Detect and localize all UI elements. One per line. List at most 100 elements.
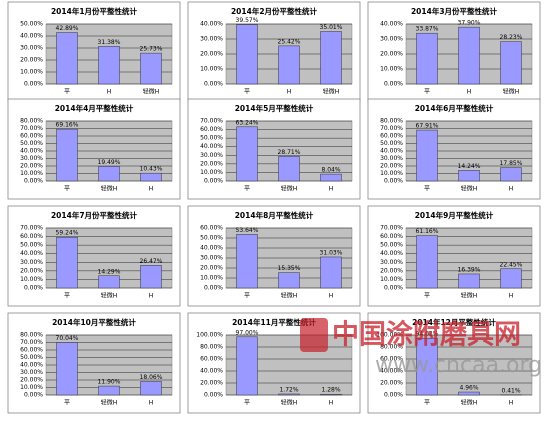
y-tick-label: 0.00%: [204, 285, 223, 292]
x-tick-label: 平: [64, 89, 70, 96]
x-tick-label: H: [467, 89, 472, 96]
chart-title: 2014年9月平整性统计: [415, 210, 494, 220]
value-label: 42.89%: [56, 25, 79, 32]
y-tick-label: 0.00%: [204, 81, 223, 88]
y-tick-label: 40.00%: [380, 250, 403, 257]
value-label: 22.45%: [500, 261, 523, 268]
y-tick-label: 10.00%: [380, 170, 403, 177]
bar: [320, 393, 342, 396]
value-label: 33.87%: [416, 26, 439, 33]
y-tick-label: 40.00%: [200, 143, 223, 150]
y-tick-label: 80.00%: [20, 332, 43, 339]
y-tick-label: 60.00%: [380, 233, 403, 240]
y-tick-label: 10.00%: [20, 384, 43, 391]
y-tick-label: 60.00%: [200, 356, 223, 363]
y-tick-label: 60.00%: [20, 133, 43, 140]
bar: [458, 26, 480, 85]
y-tick-label: 30.00%: [20, 369, 43, 376]
x-tick-label: 轻微H: [323, 88, 340, 96]
bar: [320, 31, 342, 85]
value-label: 25.73%: [140, 46, 163, 53]
y-tick-label: 20.00%: [380, 163, 403, 170]
value-label: 15.35%: [278, 265, 301, 272]
y-tick-label: 0.00%: [384, 392, 403, 399]
x-tick-label: 平: [424, 400, 430, 407]
y-tick-label: 80.00%: [380, 118, 403, 125]
x-tick-label: 轻微H: [143, 88, 160, 96]
chart-title: 2014年2月份平整性统计: [231, 6, 318, 16]
y-tick-label: 40.00%: [380, 21, 403, 28]
watermark-name: 中国涂附磨具网: [332, 319, 521, 351]
value-label: 1.72%: [279, 386, 298, 393]
bar: [236, 336, 258, 396]
bar: [500, 41, 522, 85]
y-tick-label: 10.00%: [380, 66, 403, 73]
y-tick-label: 30.00%: [200, 152, 223, 159]
x-tick-label: 轻微H: [101, 292, 118, 300]
y-tick-label: 70.00%: [380, 125, 403, 132]
chart-title: 2014年5月平整性统计: [235, 103, 314, 113]
y-tick-label: 80.00%: [380, 344, 403, 351]
x-tick-label: H: [107, 89, 112, 96]
value-label: 4.96%: [459, 385, 478, 392]
x-tick-label: 轻微H: [281, 399, 298, 407]
y-tick-label: 0.00%: [384, 81, 403, 88]
y-tick-label: 0.00%: [204, 178, 223, 185]
bar: [458, 170, 480, 182]
bar: [458, 273, 480, 289]
x-tick-label: H: [149, 400, 154, 407]
x-tick-label: 轻微H: [101, 399, 118, 407]
bar: [140, 381, 162, 396]
y-tick-label: 40.00%: [200, 368, 223, 375]
y-tick-label: 50.00%: [200, 235, 223, 242]
y-tick-label: 30.00%: [380, 36, 403, 43]
y-tick-label: 10.00%: [20, 69, 43, 76]
value-label: 61.16%: [416, 228, 439, 235]
chart-title: 2014年10月平整性统计: [52, 317, 136, 327]
bar: [140, 52, 162, 85]
y-tick-label: 40.00%: [20, 33, 43, 40]
chart-title: 2014年6月平整性统计: [415, 103, 494, 113]
y-tick-label: 10.00%: [20, 276, 43, 283]
value-label: 14.24%: [458, 163, 481, 170]
value-label: 31.38%: [98, 39, 121, 46]
x-tick-label: H: [329, 186, 334, 193]
y-tick-label: 0.00%: [24, 178, 43, 185]
value-label: 19.49%: [98, 159, 121, 166]
y-tick-label: 30.00%: [380, 155, 403, 162]
value-label: 28.23%: [500, 34, 523, 41]
chart-panel: 2014年2月份平整性统计 0.00% 10.00% 20.00% 30.00% 40.0…: [187, 1, 361, 103]
x-tick-label: 平: [424, 89, 430, 96]
y-tick-label: 10.00%: [200, 66, 223, 73]
y-tick-label: 10.00%: [20, 170, 43, 177]
y-tick-label: 50.00%: [200, 135, 223, 142]
bar: [56, 128, 78, 182]
x-tick-label: 平: [424, 186, 430, 193]
value-label: 35.01%: [320, 24, 343, 31]
y-tick-label: 20.00%: [200, 265, 223, 272]
value-label: 70.04%: [56, 335, 79, 342]
y-tick-label: 20.00%: [20, 57, 43, 64]
y-tick-label: 40.00%: [20, 250, 43, 257]
bar: [140, 172, 162, 182]
y-tick-label: 30.00%: [20, 45, 43, 52]
bar: [416, 235, 438, 289]
x-tick-label: 平: [64, 186, 70, 193]
bar: [56, 236, 78, 289]
value-label: 26.47%: [140, 258, 163, 265]
x-tick-label: 平: [64, 293, 70, 300]
bar: [98, 275, 120, 289]
y-tick-label: 40.00%: [380, 148, 403, 155]
value-label: 94.62%: [416, 331, 439, 338]
y-tick-label: 20.00%: [20, 377, 43, 384]
value-label: 25.42%: [278, 38, 301, 45]
bar: [140, 265, 162, 289]
y-tick-label: 40.00%: [20, 148, 43, 155]
bar: [236, 24, 258, 85]
y-tick-label: 0.00%: [24, 285, 43, 292]
y-tick-label: 30.00%: [20, 259, 43, 266]
x-tick-label: 轻微H: [461, 185, 478, 193]
y-tick-label: 50.00%: [20, 354, 43, 361]
bar: [236, 126, 258, 182]
